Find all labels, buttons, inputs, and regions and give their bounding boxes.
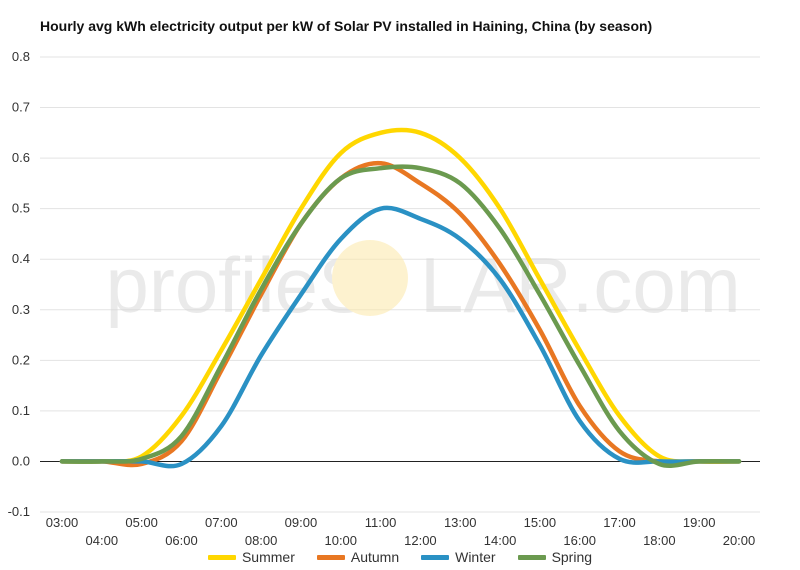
y-tick-label: 0.1: [12, 403, 30, 418]
series-line-summer: [59, 127, 742, 465]
x-tick-label: 10:00: [324, 533, 357, 548]
legend-label: Winter: [455, 549, 496, 565]
y-axis-ticks: -0.1 0.0 0.1 0.2 0.3 0.4 0.5 0.6 0.7 0.8: [8, 49, 30, 519]
watermark: profileS LAR.com: [106, 240, 741, 329]
x-tick-label: 16:00: [563, 533, 596, 548]
y-tick-label: 0.0: [12, 453, 30, 468]
series-lines: [59, 127, 742, 469]
legend-label: Summer: [241, 549, 295, 565]
legend-item-autumn: Autumn: [316, 549, 400, 565]
legend: Summer Autumn Winter Spring: [0, 549, 800, 565]
series-line-winter: [59, 205, 742, 469]
legend-swatch: [421, 554, 450, 560]
y-tick-label: 0.4: [12, 251, 30, 266]
x-tick-label: 18:00: [643, 533, 676, 548]
x-tick-label: 15:00: [524, 515, 557, 530]
grid-lines: [40, 56, 760, 513]
y-tick-label: -0.1: [8, 504, 30, 519]
legend-swatch: [517, 554, 546, 560]
x-tick-label: 13:00: [444, 515, 477, 530]
x-axis-ticks: 03:00 05:00 07:00 09:00 11:00 13:00 15:00 17:00…: [46, 515, 756, 548]
legend-swatch: [207, 554, 236, 560]
x-tick-label: 04:00: [86, 533, 119, 548]
x-tick-label: 07:00: [205, 515, 238, 530]
x-tick-label: 19:00: [683, 515, 716, 530]
x-tick-label: 09:00: [285, 515, 318, 530]
y-tick-label: 0.8: [12, 49, 30, 64]
legend-label: Autumn: [350, 549, 400, 565]
x-tick-label: 20:00: [723, 533, 756, 548]
y-tick-label: 0.5: [12, 201, 30, 216]
x-tick-label: 12:00: [404, 533, 437, 548]
x-tick-label: 17:00: [603, 515, 636, 530]
legend-item-summer: Summer: [207, 549, 295, 565]
x-tick-label: 11:00: [365, 515, 397, 530]
x-tick-label: 06:00: [165, 533, 198, 548]
x-tick-label: 08:00: [245, 533, 278, 548]
series-line-spring: [59, 164, 742, 469]
legend-label: Spring: [551, 549, 593, 565]
chart-title: Hourly avg kWh electricity output per kW…: [40, 18, 653, 34]
x-tick-label: 14:00: [484, 533, 517, 548]
legend-swatch: [316, 554, 345, 560]
y-tick-label: 0.6: [12, 150, 30, 165]
y-tick-label: 0.2: [12, 352, 30, 367]
x-tick-label: 03:00: [46, 515, 79, 530]
y-tick-label: 0.3: [12, 302, 30, 317]
watermark-text-right: LAR.com: [420, 241, 741, 329]
legend-item-winter: Winter: [421, 549, 496, 565]
y-tick-label: 0.7: [12, 100, 30, 115]
legend-item-spring: Spring: [517, 549, 593, 565]
x-tick-label: 05:00: [125, 515, 158, 530]
watermark-sun: [332, 240, 408, 316]
